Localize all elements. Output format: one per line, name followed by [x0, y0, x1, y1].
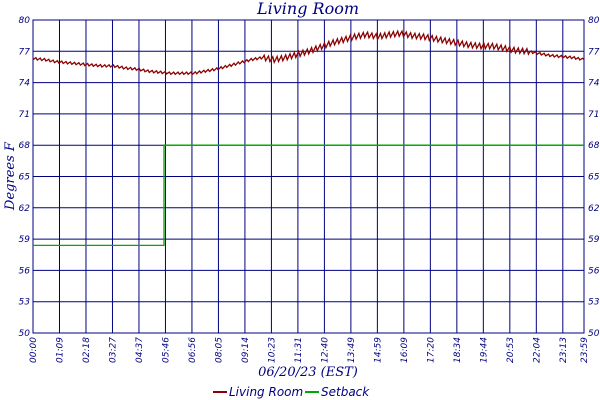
series-line-0	[32, 29, 585, 76]
y-tick-right: 53	[588, 298, 600, 308]
y-tick-left: 50	[19, 329, 31, 339]
legend-label-0: Living Room	[229, 385, 303, 399]
x-tick: 02:18	[82, 337, 92, 363]
x-tick: 08:05	[214, 337, 224, 363]
x-tick: 11:31	[294, 337, 304, 363]
y-tick-right: 62	[588, 204, 600, 214]
x-tick: 03:27	[108, 337, 118, 363]
x-tick: 13:49	[347, 337, 357, 363]
x-tick: 06:56	[188, 337, 198, 363]
x-tick: 14:59	[373, 337, 383, 363]
y-tick-left: 62	[19, 204, 31, 214]
plot-frame	[32, 19, 585, 334]
x-tick: 17:20	[426, 337, 436, 363]
series	[32, 29, 585, 247]
x-axis: 00:00 01:09 02:18 03:27 04:37 05:46 06:56 08:05…	[29, 337, 590, 363]
y-tick-right: 74	[588, 79, 600, 89]
y-tick-right: 68	[588, 141, 600, 151]
y-tick-left: 77	[19, 47, 31, 57]
legend-label-1: Setback	[321, 385, 370, 399]
y-tick-left: 74	[19, 79, 31, 89]
y-tick-left: 68	[19, 141, 31, 151]
y-tick-right: 65	[588, 173, 600, 183]
y-tick-right: 80	[588, 16, 600, 26]
x-tick: 00:00	[29, 337, 39, 363]
y-axis-label: Degrees F	[3, 141, 18, 211]
legend: Living Room Setback	[213, 385, 370, 399]
x-tick: 09:14	[241, 337, 251, 363]
x-axis-label: 06/20/23 (EST)	[258, 365, 358, 380]
y-tick-right: 56	[588, 266, 600, 276]
y-tick-left: 59	[19, 235, 31, 245]
x-tick: 22:04	[532, 337, 542, 363]
x-tick: 16:09	[400, 337, 410, 363]
y-tick-left: 53	[19, 298, 31, 308]
y-tick-left: 80	[19, 16, 31, 26]
y-tick-left: 65	[19, 173, 31, 183]
x-tick: 23:59	[580, 337, 590, 363]
y-tick-right: 50	[588, 329, 600, 339]
y-tick-right: 59	[588, 235, 600, 245]
y-axis-right: 50 53 56 59 62 65 68 71 74 77 80	[588, 16, 600, 339]
x-tick: 12:40	[320, 337, 330, 363]
chart-title: Living Room	[256, 0, 359, 18]
x-tick: 18:34	[453, 337, 463, 363]
x-tick: 01:09	[55, 337, 65, 363]
y-tick-right: 77	[588, 47, 600, 57]
x-tick: 04:37	[135, 337, 145, 363]
x-tick: 19:44	[479, 337, 489, 363]
y-tick-right: 71	[588, 110, 599, 120]
x-tick: 05:46	[161, 337, 171, 363]
x-tick: 23:13	[559, 337, 569, 363]
y-axis-left: 50 53 56 59 62 65 68 71 74 77 80	[19, 16, 31, 339]
series-line-1	[33, 144, 584, 247]
y-tick-left: 71	[19, 110, 30, 120]
y-tick-left: 56	[19, 266, 31, 276]
x-tick: 10:23	[267, 337, 277, 363]
x-tick: 20:53	[506, 337, 516, 363]
